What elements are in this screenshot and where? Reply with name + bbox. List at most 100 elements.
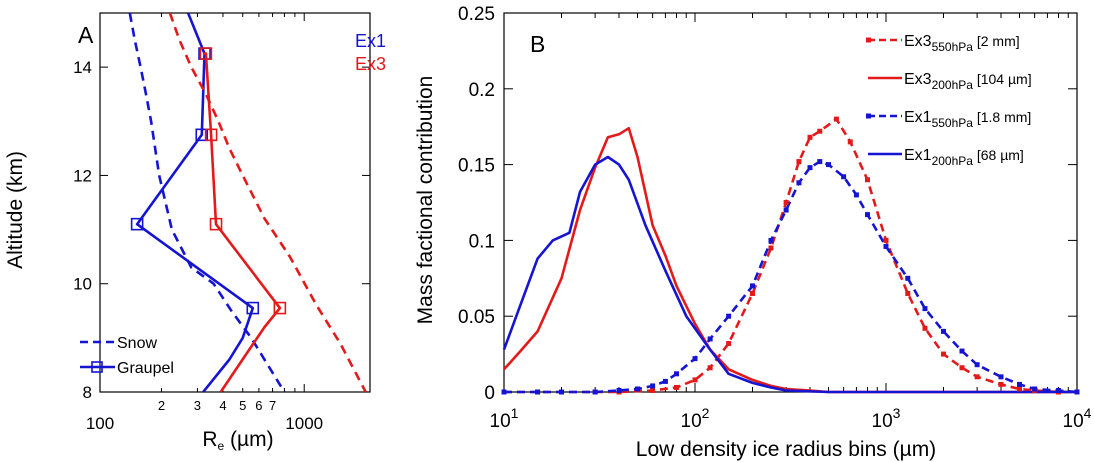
series-ex1-550hpa-point (692, 356, 698, 362)
graupel-marker-ex1 (246, 301, 260, 315)
legend-ex1-200hpa-main: Ex1 (904, 147, 932, 164)
series-ex1-550hpa-point (796, 180, 802, 186)
panel-b-chart: 101 102 103 104 00.050.10.150.20.25 B Ex355… (414, 4, 1092, 461)
legend-ex1-200hpa-sub: 200hPa (932, 154, 974, 168)
series-ex3-550hpa-point (807, 134, 813, 140)
legend-graupel-label: Graupel (117, 360, 174, 377)
panel-a-series (128, 13, 367, 392)
panel-a-x-axis-label: Re (µm) (202, 428, 273, 453)
series-ex1-550hpa-point (905, 275, 911, 281)
series-ex1-550hpa-point (501, 389, 507, 395)
legend-ex1-550hpa-note: [1.8 mm] (973, 109, 1031, 125)
y-tick-label: 0.15 (458, 156, 495, 177)
series-ex1-550hpa-point (749, 283, 755, 289)
panel-b-markers (501, 116, 1080, 395)
series-ex1-550hpa-point (673, 371, 679, 377)
x-minor-tick-label: 7 (269, 398, 276, 413)
series-ex3-550hpa-point (707, 365, 713, 371)
x-tick-exponent: 3 (893, 405, 901, 421)
legend-ex3-550hpa-note: [2 mm] (973, 33, 1020, 49)
series-ex1-550hpa-point (940, 328, 946, 334)
y-tick-label: 0.1 (469, 231, 495, 252)
panel-b-series (502, 117, 1078, 394)
panel-a-y-axis-label: Altitude (km) (4, 151, 27, 269)
series-ex1-550hpa-point (592, 389, 598, 395)
series-ex1-550hpa-point (922, 306, 928, 312)
series-ex1-550hpa-point (1032, 386, 1038, 392)
series-ex1-550hpa-point (635, 386, 641, 392)
panel-b-label: B (530, 31, 545, 57)
series-ex3-550hpa-point (1017, 386, 1023, 392)
series-ex3-graupel (203, 52, 282, 392)
x-tick-base: 10 (490, 411, 511, 432)
series-ex3-550hpa-point (883, 237, 889, 243)
series-ex3-550hpa-point (749, 290, 755, 296)
series-ex1-550hpa-point (1055, 387, 1061, 393)
x-tick-label: 102 (681, 405, 710, 432)
series-ex1-550hpa-point (959, 348, 965, 354)
series-ex1-550hpa-point (807, 165, 813, 171)
panel-a-label: A (78, 22, 94, 48)
series-ex3-550hpa-point (974, 374, 980, 380)
series-ex3-550hpa-point (847, 139, 853, 145)
series-ex3-550hpa-point (959, 365, 965, 371)
x-minor-tick-label: 2 (158, 398, 165, 413)
series-ex3-550hpa-point (783, 200, 789, 205)
x-tick-label: 1000 (285, 414, 323, 433)
panel-b-y-ticks: 0 0.05 0.1 0.15 0.2 0.25 (458, 4, 1077, 404)
x-tick-exponent: 4 (1084, 405, 1092, 421)
series-ex3-550hpa-point (796, 159, 802, 165)
y-tick-label: 0.05 (458, 307, 495, 328)
x-minor-tick-label: 5 (239, 398, 246, 413)
series-ex3-550hpa-point (650, 387, 656, 393)
panel-a-case-ex3: Ex3 (355, 54, 386, 74)
x-tick-label: 100 (86, 414, 114, 433)
x-tick-base: 10 (872, 411, 893, 432)
y-tick-label: 0.2 (469, 80, 495, 101)
series-ex3-550hpa-point (905, 290, 911, 296)
graupel-marker-ex3 (209, 217, 223, 231)
legend-ex3-200hpa-main: Ex3 (904, 71, 932, 88)
legend-ex3-550hpa-marker (866, 37, 871, 43)
y-tick-label: 14 (73, 58, 92, 77)
legend-ex1-550hpa-marker (866, 113, 871, 119)
x-tick-exponent: 2 (702, 405, 710, 421)
series-ex1-550hpa-point (1017, 381, 1023, 387)
graupel-marker-ex3 (204, 128, 218, 142)
legend-ex1-550hpa-sub: 550hPa (932, 116, 974, 130)
graupel-marker-ex1 (195, 128, 209, 142)
panel-a-y-ticks: 8 10 12 14 (73, 58, 370, 402)
y-tick-label: 0.25 (458, 4, 495, 25)
series-ex3-550hpa-point (998, 381, 1004, 387)
series-ex1-graupel (135, 13, 255, 392)
x-tick-base: 10 (681, 411, 702, 432)
series-ex3-snow (168, 13, 367, 392)
legend-ex1-550hpa-label: Ex1550hPa [1.8 mm] (904, 109, 1031, 130)
series-ex1-550hpa-point (726, 313, 732, 319)
panel-b-x-ticks: 101 102 103 104 (490, 13, 1092, 432)
legend-ex3-550hpa-sub: 550hPa (932, 40, 974, 54)
series-ex1-550hpa-point (783, 207, 789, 213)
x-minor-tick-label: 3 (194, 398, 201, 413)
series-ex1-snow (128, 13, 286, 392)
x-tick-base: 10 (1063, 411, 1084, 432)
legend-ex3-200hpa-note: [104 µm] (973, 71, 1032, 87)
legend-graupel-marker (91, 361, 103, 373)
series-ex3-550hpa-point (864, 177, 870, 183)
series-ex1-200hpa (502, 155, 1077, 394)
x-tick-label: 101 (490, 405, 519, 432)
series-ex1-550hpa-point (1074, 389, 1080, 395)
series-ex3-550hpa-point (940, 351, 946, 357)
series-ex3-550hpa-point (726, 340, 732, 346)
series-ex1-550hpa-point (998, 374, 1004, 380)
legend-ex3-200hpa-sub: 200hPa (932, 78, 974, 92)
graupel-marker-ex3 (273, 301, 287, 315)
series-ex3-550hpa-point (833, 116, 839, 122)
legend-ex3-200hpa-label: Ex3200hPa [104 µm] (904, 71, 1032, 92)
series-ex1-550hpa-point (616, 387, 622, 393)
y-tick-label: 8 (83, 383, 92, 402)
x-label-sub: e (218, 439, 225, 453)
legend-ex3-550hpa-main: Ex3 (904, 33, 932, 50)
x-label-unit: (µm) (224, 428, 273, 451)
